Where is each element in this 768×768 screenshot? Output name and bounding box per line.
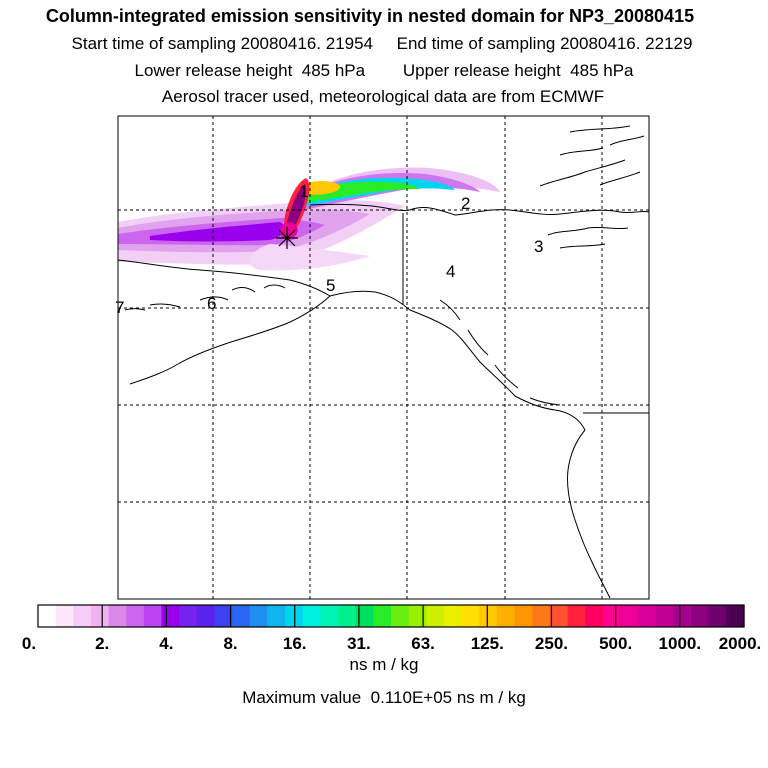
borders bbox=[402, 213, 649, 414]
map-label-1: 1 bbox=[299, 182, 308, 201]
tracer-info-line: Aerosol tracer used, meteorological data… bbox=[161, 87, 605, 106]
colorbar-segment bbox=[355, 605, 374, 627]
colorbar-segment bbox=[90, 605, 110, 627]
colorbar-segment bbox=[38, 605, 57, 627]
colorbar-tick-label: 8. bbox=[223, 634, 238, 653]
colorbar-segment bbox=[726, 605, 745, 627]
colorbar-tick-label: 16. bbox=[282, 634, 307, 653]
figure-title: Column-integrated emission sensitivity i… bbox=[45, 6, 695, 26]
colorbar-segment bbox=[567, 605, 586, 627]
colorbar-segment bbox=[426, 605, 445, 627]
colorbar-segment bbox=[620, 605, 639, 627]
colorbar-segment bbox=[143, 605, 163, 627]
colorbar-frame bbox=[37, 604, 745, 628]
colorbar-segment bbox=[232, 605, 251, 627]
colorbar-dividers bbox=[101, 605, 681, 627]
coastlines bbox=[118, 125, 649, 599]
colorbar-tick-label: 4. bbox=[159, 634, 174, 653]
colorbar-segment bbox=[302, 605, 321, 627]
colorbar-segment bbox=[55, 605, 74, 627]
colorbar-segment bbox=[443, 605, 463, 627]
colorbar-segment bbox=[196, 605, 216, 627]
colorbar-segment bbox=[214, 605, 233, 627]
colorbar-tick-label: 2000. bbox=[718, 634, 762, 653]
release-point-asterisk bbox=[276, 227, 298, 249]
colorbar-segment bbox=[249, 605, 269, 627]
map-label-3: 3 bbox=[534, 237, 543, 256]
colorbar-segment bbox=[708, 605, 727, 627]
colorbar-segment bbox=[479, 605, 498, 627]
colorbar-tick-label: 125. bbox=[470, 634, 504, 653]
colorbar-segment bbox=[496, 605, 516, 627]
colorbar bbox=[38, 605, 745, 627]
map-label-6: 6 bbox=[207, 294, 216, 313]
colorbar-segment bbox=[585, 605, 604, 627]
colorbar-segment bbox=[73, 605, 92, 627]
map-labels: 1 2 3 4 5 6 7 bbox=[115, 182, 543, 317]
sampling-time-line: Start time of sampling 20080416. 21954 E… bbox=[71, 34, 693, 53]
colorbar-tick-label: 0. bbox=[21, 634, 37, 653]
colorbar-segment bbox=[126, 605, 145, 627]
colorbar-tick-label: 63. bbox=[411, 634, 435, 653]
colorbar-tick-label: 500. bbox=[599, 634, 633, 653]
maximum-value: Maximum value 0.110E+05 ns m / kg bbox=[242, 688, 526, 707]
colorbar-segment bbox=[108, 605, 127, 627]
map-frame bbox=[117, 115, 650, 600]
colorbar-tick-label: 31. bbox=[347, 634, 371, 653]
colorbar-segment bbox=[549, 605, 569, 627]
colorbar-segment bbox=[532, 605, 551, 627]
colorbar-units: ns m / kg bbox=[349, 655, 419, 674]
release-height-line: Lower release height 485 hPa Upper relea… bbox=[134, 61, 634, 80]
colorbar-segment bbox=[408, 605, 427, 627]
colorbar-segment bbox=[602, 605, 622, 627]
map-label-7: 7 bbox=[115, 298, 124, 317]
colorbar-segment bbox=[320, 605, 339, 627]
colorbar-tick-label: 250. bbox=[534, 634, 568, 653]
colorbar-segment bbox=[391, 605, 410, 627]
sensitivity-plume bbox=[118, 167, 500, 271]
map-label-4: 4 bbox=[446, 262, 455, 281]
colorbar-segment bbox=[373, 605, 392, 627]
colorbar-segment bbox=[267, 605, 286, 627]
colorbar-segment bbox=[161, 605, 180, 627]
colorbar-segment bbox=[179, 605, 198, 627]
colorbar-segment bbox=[638, 605, 657, 627]
colorbar-tick-label: 1000. bbox=[658, 634, 702, 653]
map-label-2: 2 bbox=[461, 194, 470, 213]
colorbar-segment bbox=[655, 605, 674, 627]
colorbar-segment bbox=[461, 605, 480, 627]
colorbar-segment bbox=[338, 605, 357, 627]
colorbar-segment bbox=[514, 605, 533, 627]
colorbar-segment bbox=[673, 605, 692, 627]
graticule bbox=[118, 116, 649, 599]
colorbar-tick-label: 2. bbox=[95, 634, 110, 653]
colorbar-segment bbox=[691, 605, 710, 627]
map-label-5: 5 bbox=[326, 276, 335, 295]
